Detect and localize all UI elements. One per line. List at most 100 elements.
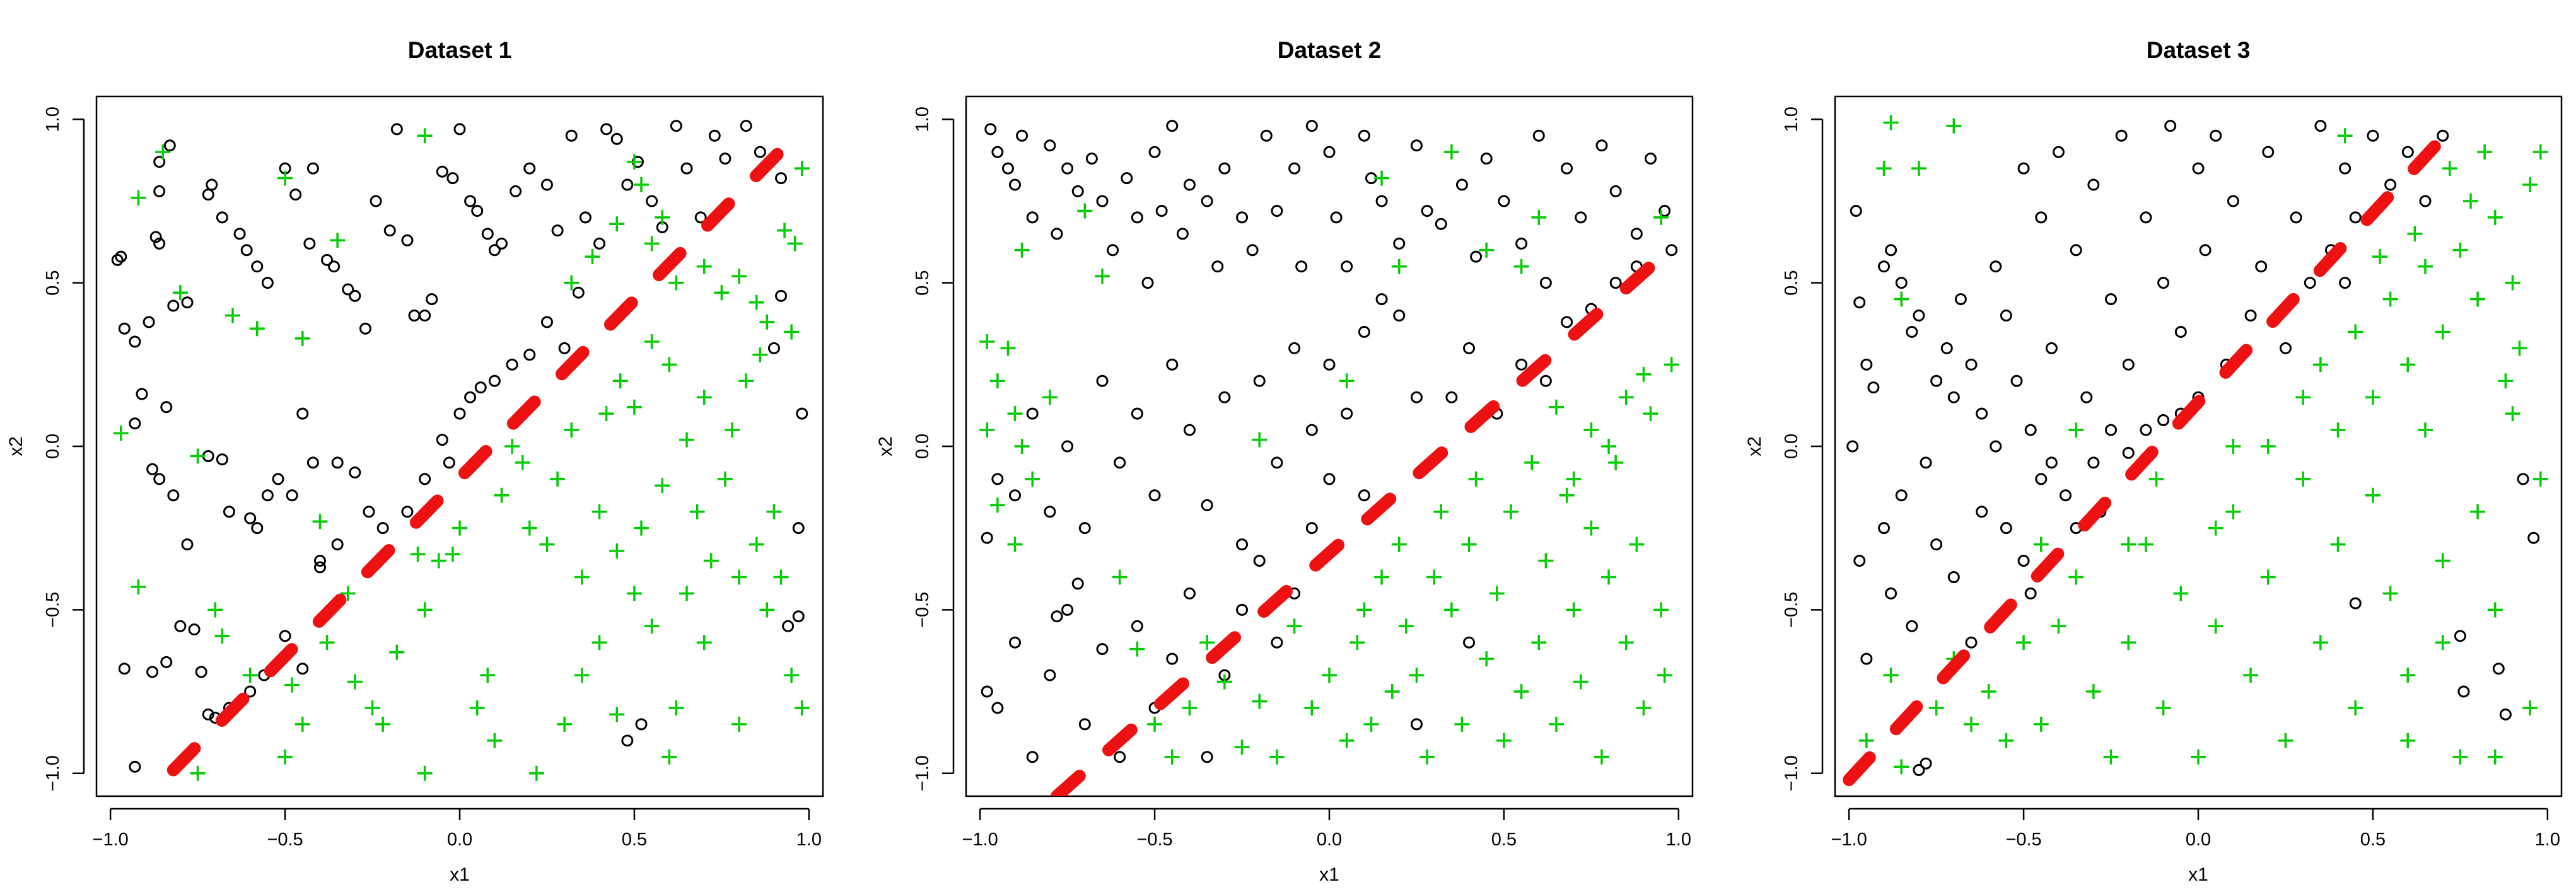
data-point-circle (1455, 178, 1468, 191)
data-point-circle (1853, 555, 1866, 567)
data-point-circle (1561, 162, 1573, 175)
data-point-circle (202, 708, 214, 721)
data-point-plus (1339, 733, 1355, 748)
data-point-plus (574, 668, 590, 683)
data-point-circle (2017, 555, 2030, 567)
data-point-circle (1410, 139, 1423, 152)
x-tick-label: −1.0 (1831, 830, 1867, 850)
data-point-circle (1096, 195, 1109, 207)
data-point-circle (1976, 506, 1988, 518)
data-point-plus (2155, 700, 2171, 715)
data-point-plus (2225, 439, 2241, 454)
x-axis-label: x1 (1319, 864, 1339, 885)
data-point-plus (1657, 668, 1672, 683)
data-point-plus (2295, 471, 2311, 487)
data-point-circle (1295, 260, 1308, 273)
data-point-circle (1609, 185, 1622, 197)
data-point-plus (979, 422, 995, 438)
data-point-plus (2348, 324, 2363, 340)
data-point-circle (181, 538, 194, 551)
data-point-plus (2330, 422, 2346, 438)
data-point-circle (2499, 708, 2512, 721)
data-point-circle (2164, 120, 2177, 132)
data-point-circle (1166, 120, 1179, 132)
data-point-circle (2349, 597, 2362, 610)
data-point-circle (2115, 129, 2128, 142)
data-point-circle (610, 132, 623, 145)
data-point-plus (417, 602, 433, 618)
data-point-plus (417, 765, 433, 781)
y-axis-label: x2 (875, 436, 896, 456)
data-point-plus (1014, 439, 1030, 454)
data-point-circle (118, 663, 131, 675)
x-tick-label: −1.0 (962, 830, 998, 850)
data-point-circle (1480, 153, 1493, 165)
x-tick-label: −0.5 (1136, 830, 1172, 850)
data-point-circle (223, 506, 235, 518)
data-point-circle (2290, 211, 2302, 224)
data-point-plus (2487, 749, 2503, 765)
data-point-circle (1201, 751, 1213, 763)
data-point-circle (1393, 237, 1406, 250)
data-point-circle (349, 466, 361, 478)
data-point-circle (216, 211, 228, 224)
data-point-plus (2487, 209, 2503, 225)
data-point-circle (1009, 636, 1022, 649)
data-point-circle (2492, 663, 2505, 675)
data-point-circle (2017, 162, 2030, 175)
data-point-circle (188, 623, 201, 635)
data-point-circle (160, 401, 173, 414)
data-point-plus (574, 569, 590, 585)
data-point-plus (1549, 399, 1564, 415)
data-point-circle (1114, 456, 1126, 469)
data-point-plus (2532, 471, 2548, 487)
data-point-plus (2295, 390, 2311, 405)
data-point-circle (328, 260, 341, 273)
data-point-circle (558, 342, 571, 354)
data-point-circle (1515, 358, 1528, 371)
data-point-plus (668, 275, 684, 291)
data-point-circle (1375, 195, 1388, 207)
y-tick-label: 0.5 (43, 270, 63, 295)
data-point-circle (129, 417, 141, 430)
data-point-plus (190, 448, 206, 464)
data-point-circle (1271, 205, 1283, 217)
data-point-plus (2121, 635, 2136, 651)
data-point-circle (708, 129, 721, 142)
data-point-circle (296, 407, 309, 420)
data-point-plus (2121, 536, 2136, 552)
data-point-plus (626, 399, 642, 415)
data-point-plus (1531, 635, 1547, 651)
data-point-plus (2033, 716, 2049, 732)
data-point-plus (1601, 439, 1617, 454)
data-point-circle (408, 310, 421, 322)
data-point-plus (661, 749, 677, 765)
data-point-circle (1906, 325, 1918, 338)
y-tick-label: 0.0 (1781, 434, 1802, 459)
data-point-plus (2442, 161, 2457, 177)
data-point-plus (1433, 504, 1449, 519)
data-point-circle (2105, 424, 2118, 436)
data-point-circle (331, 538, 344, 551)
data-point-plus (2532, 144, 2548, 160)
data-point-circle (419, 310, 431, 322)
x-tick-label: 0.0 (1317, 830, 1342, 850)
data-point-plus (626, 154, 642, 170)
data-point-plus (609, 543, 625, 559)
data-point-circle (775, 172, 788, 185)
data-point-circle (2045, 456, 2058, 469)
data-point-circle (635, 718, 648, 731)
data-point-circle (342, 283, 354, 296)
data-point-plus (1014, 242, 1030, 258)
data-point-plus (2400, 668, 2416, 683)
data-point-circle (1026, 211, 1039, 224)
data-point-plus (1252, 693, 1268, 709)
data-point-circle (1323, 358, 1336, 371)
data-point-plus (989, 497, 1005, 513)
data-point-circle (306, 162, 319, 175)
data-point-circle (2122, 358, 2135, 371)
data-point-plus (1398, 618, 1414, 634)
data-point-circle (1009, 178, 1022, 191)
data-point-plus (1339, 373, 1355, 389)
data-point-plus (1559, 487, 1575, 503)
